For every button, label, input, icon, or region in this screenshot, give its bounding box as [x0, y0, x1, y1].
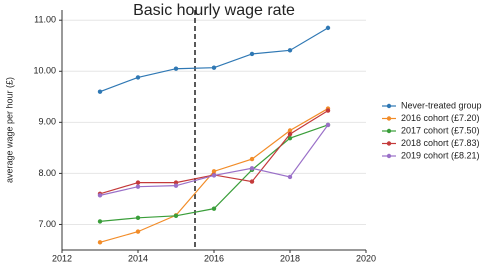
data-point — [211, 206, 217, 211]
chart-title: Basic hourly wage rate — [133, 2, 295, 19]
legend-label: 2019 cohort (£8.21) — [401, 150, 480, 160]
y-tick-label: 9.00 — [38, 117, 56, 127]
data-point — [325, 25, 331, 31]
data-point — [173, 183, 179, 188]
x-tick-label: 2018 — [280, 253, 300, 263]
series-line — [99, 110, 329, 195]
y-axis-title: average wage per hour (£) — [4, 77, 14, 183]
data-point — [173, 66, 179, 71]
x-tick-label: 2012 — [52, 253, 72, 263]
data-point — [287, 128, 293, 133]
legend-marker — [386, 116, 392, 121]
data-point — [135, 184, 141, 189]
y-tick-label: 8.00 — [38, 168, 56, 178]
data-point — [135, 75, 141, 80]
data-point — [249, 51, 255, 57]
series-line — [99, 27, 329, 93]
data-point — [97, 89, 103, 94]
data-point — [97, 240, 103, 245]
data-point — [173, 213, 179, 218]
series-line — [99, 124, 329, 196]
legend-marker — [386, 153, 392, 159]
y-tick-label: 10.00 — [33, 66, 56, 76]
data-point — [97, 219, 103, 224]
legend-label: 2016 cohort (£7.20) — [401, 113, 480, 123]
data-point — [249, 166, 255, 171]
data-point — [287, 174, 293, 180]
y-tick-label: 11.00 — [34, 15, 56, 25]
data-point — [211, 65, 217, 70]
legend-label: 2018 cohort (£7.83) — [401, 138, 480, 148]
data-point — [249, 156, 255, 162]
x-tick-label: 2014 — [128, 253, 148, 263]
data-point — [287, 135, 293, 141]
data-point — [287, 131, 293, 137]
data-point — [325, 122, 331, 128]
data-point — [287, 48, 293, 53]
data-point — [135, 180, 141, 185]
x-tick-label: 2016 — [204, 253, 224, 263]
data-point — [135, 229, 141, 234]
data-point — [97, 193, 103, 198]
data-point — [211, 169, 217, 174]
data-point — [249, 179, 255, 184]
data-point — [135, 215, 141, 221]
legend-label: Never-treated group — [401, 100, 482, 110]
data-point — [211, 173, 217, 178]
legend-marker — [386, 141, 392, 146]
y-tick-label: 7.00 — [38, 219, 56, 229]
data-point — [173, 180, 179, 185]
legend-marker — [386, 128, 392, 134]
data-point — [325, 108, 331, 113]
x-tick-label: 2020 — [356, 253, 376, 263]
legend-marker — [386, 103, 392, 109]
legend-label: 2017 cohort (£7.50) — [401, 125, 480, 135]
